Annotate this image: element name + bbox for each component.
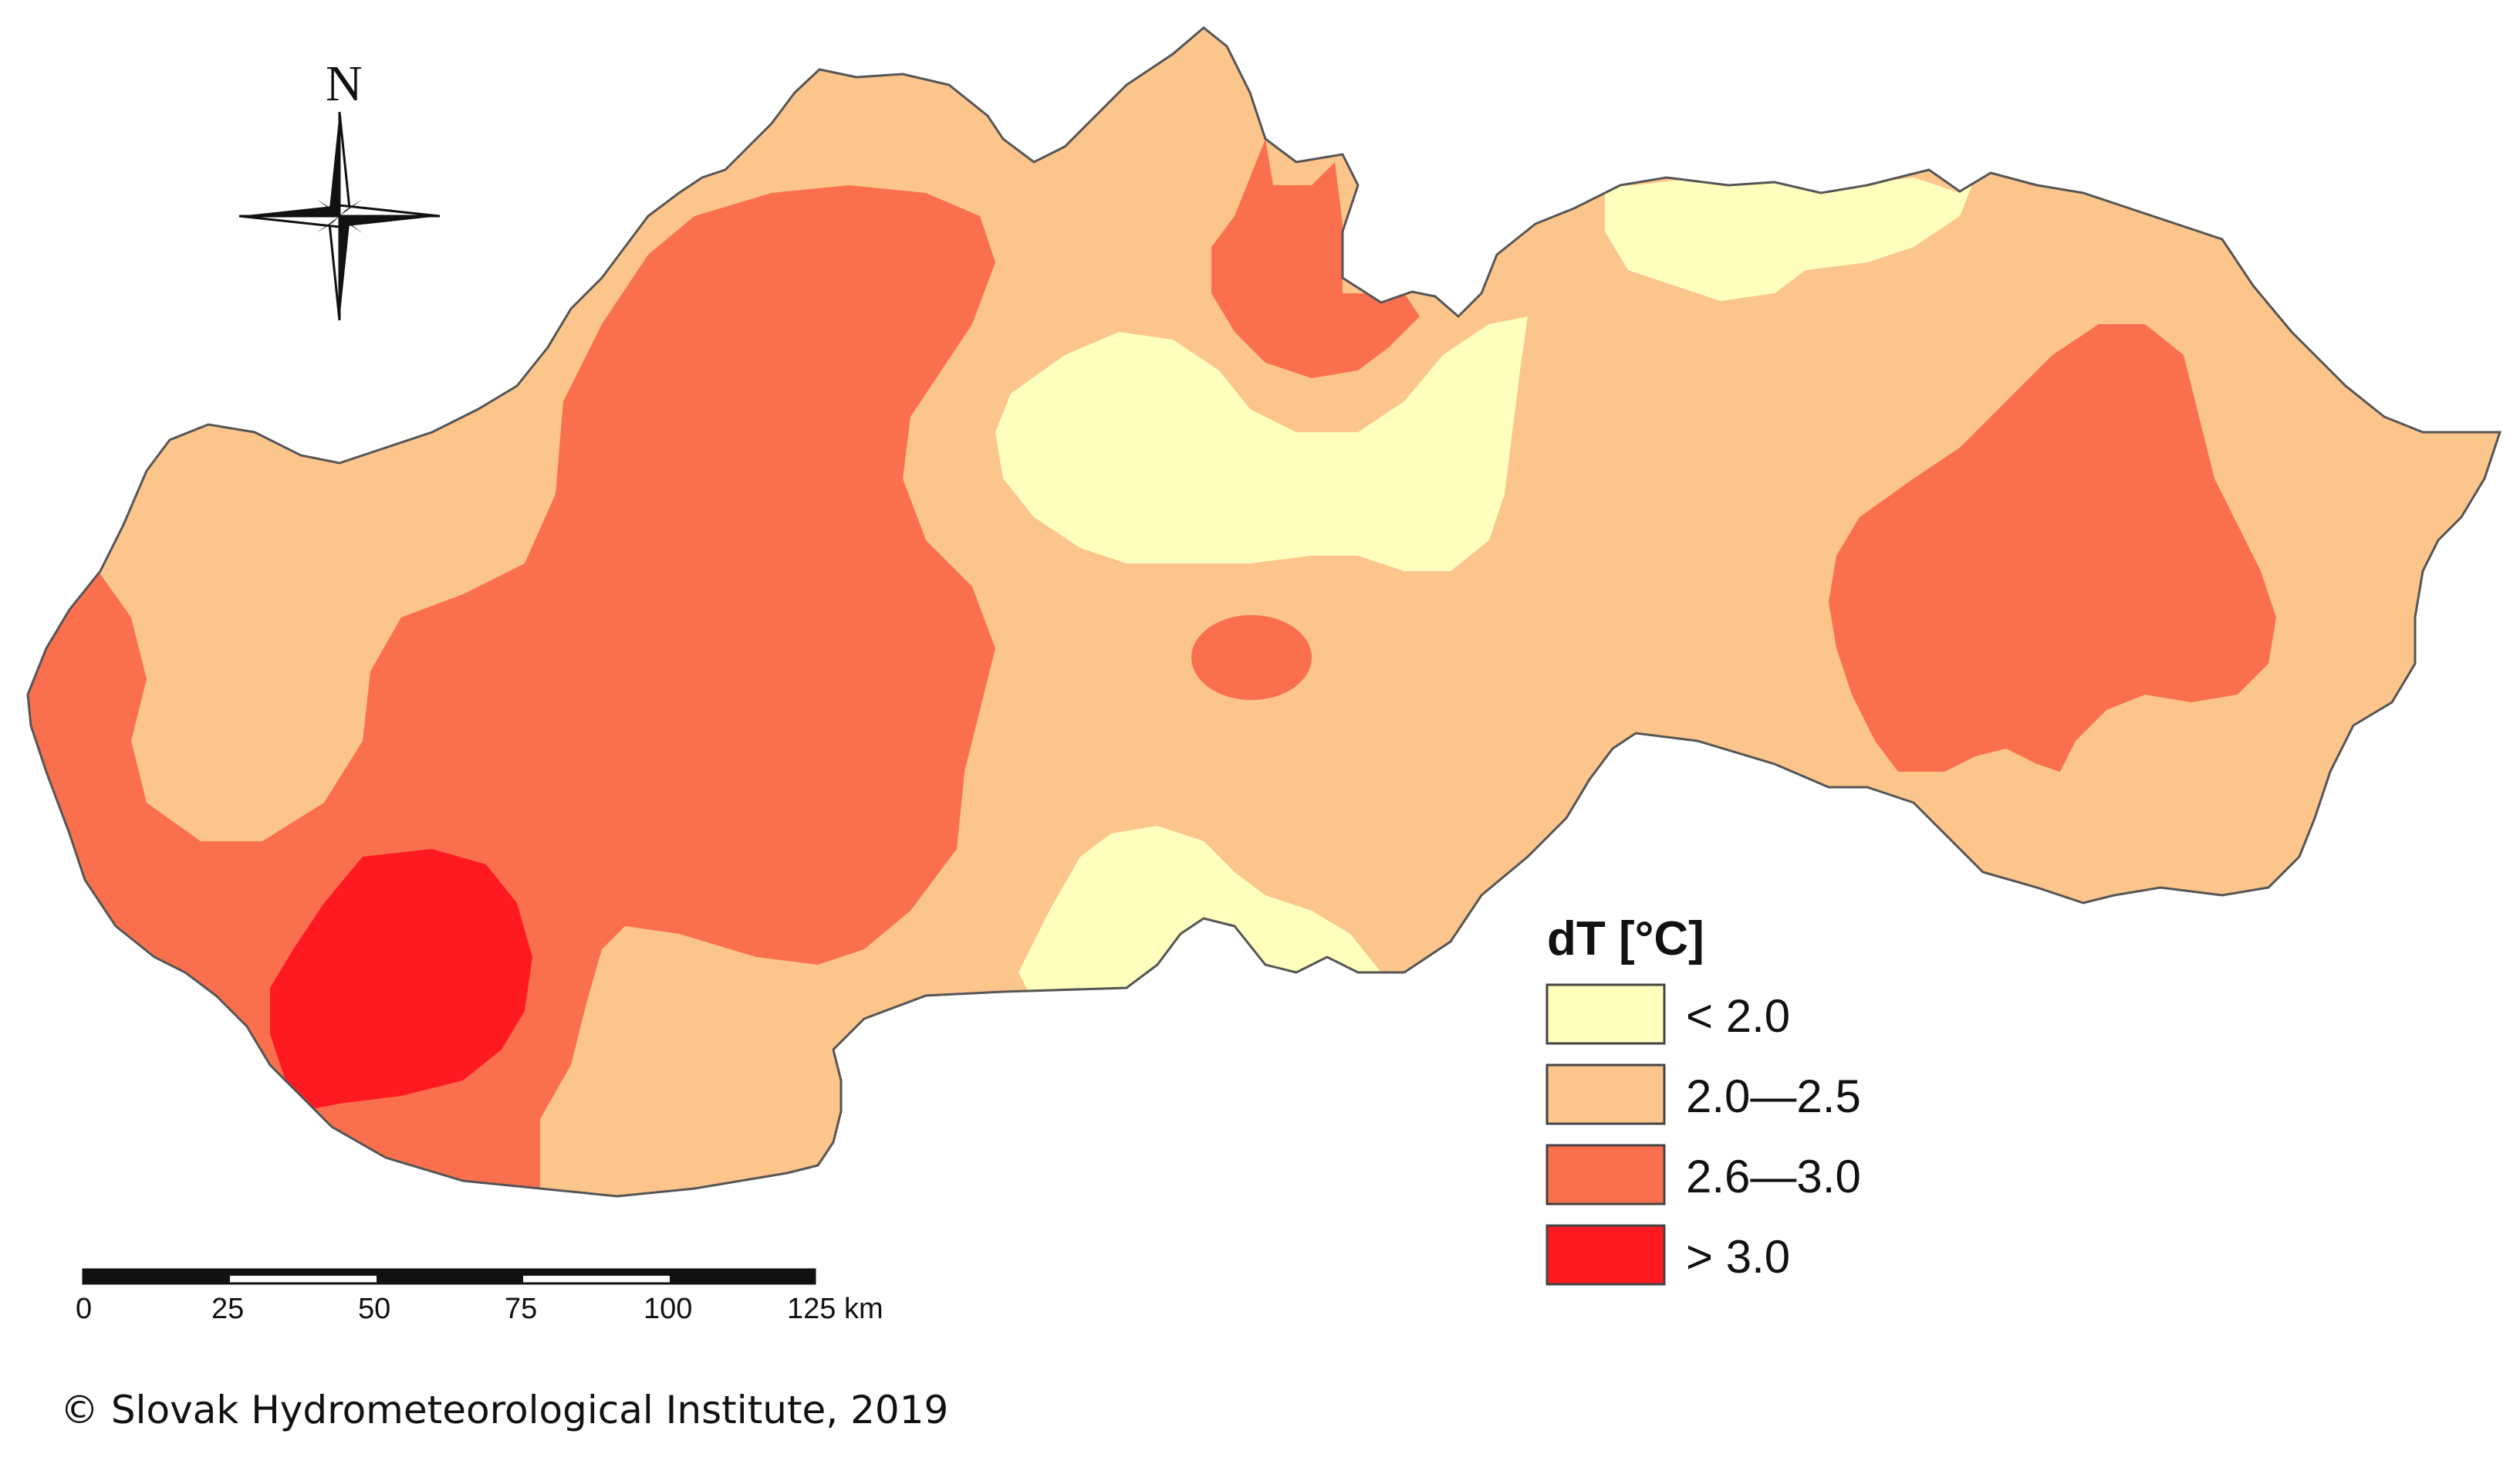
compass-east-point	[339, 216, 440, 227]
zone-central-warm-spot	[1191, 615, 1312, 700]
legend-label-1: < 2.0	[1686, 990, 1790, 1042]
zone-north-warm	[1211, 139, 1420, 378]
scale-tick-25: 25	[211, 1293, 244, 1325]
north-arrow: N	[238, 56, 441, 321]
legend-swatch-3	[1545, 1144, 1666, 1206]
compass-north-point	[329, 112, 339, 216]
zone-central-cool	[995, 316, 1528, 571]
country-boundary	[26, 26, 2502, 1198]
legend-swatch-1	[1545, 983, 1666, 1045]
compass-west-point	[239, 205, 339, 216]
legend-swatch-2	[1545, 1064, 1666, 1125]
legend-label-4: > 3.0	[1686, 1231, 1790, 1283]
scale-tick-50: 50	[358, 1293, 390, 1325]
scale-segment-3	[377, 1270, 523, 1283]
north-label: N	[326, 56, 363, 112]
scale-tick-125-km: 125 km	[787, 1293, 883, 1325]
zone-western-warm	[28, 185, 995, 1196]
scale-segment-1	[83, 1270, 230, 1283]
zone-north-cool	[1605, 178, 1975, 301]
zone-southwest-hot	[270, 849, 532, 1111]
legend-title: dT [°C]	[1547, 912, 1704, 965]
scale-tick-100: 100	[644, 1293, 692, 1325]
copyright-notice: © Slovak Hydrometeorological Institute, …	[60, 1388, 949, 1432]
scale-tick-0: 0	[76, 1293, 92, 1325]
zone-south-cool	[1018, 826, 1381, 1003]
temperature-map	[26, 26, 2502, 1198]
legend-label-3: 2.6—3.0	[1686, 1151, 1861, 1202]
legend: dT [°C] < 2.0 2.0—2.5 2.6—3.0 > 3.0	[1545, 912, 1861, 1286]
zone-eastern-warm	[1829, 324, 2276, 772]
scale-bar: 0 25 50 75 100 125 km	[76, 1268, 883, 1325]
scale-segment-5	[670, 1270, 815, 1283]
compass-south-point	[339, 216, 350, 320]
scale-segment-2	[230, 1270, 377, 1276]
legend-label-2: 2.0—2.5	[1686, 1070, 1861, 1122]
legend-swatch-4	[1545, 1224, 1666, 1286]
scale-tick-75: 75	[505, 1293, 537, 1325]
scale-segment-4	[523, 1270, 670, 1276]
